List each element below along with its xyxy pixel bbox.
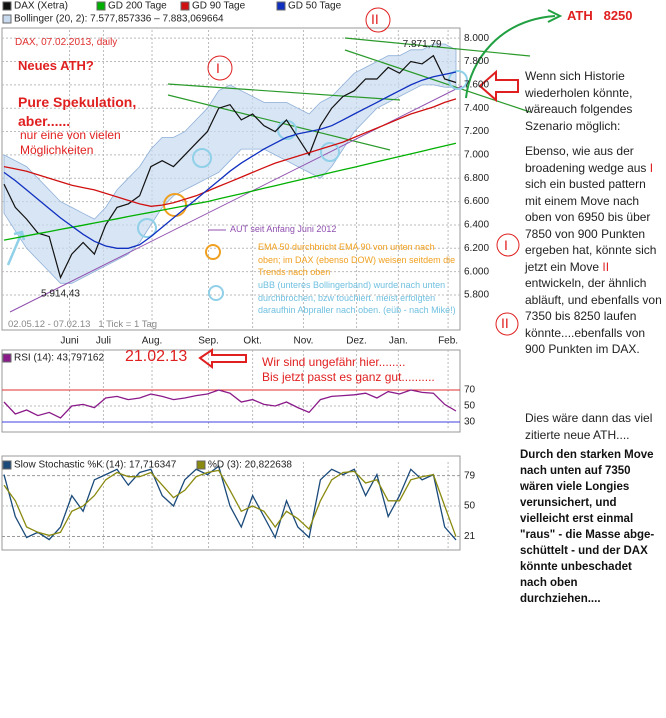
- series-line: [3, 389, 457, 419]
- wave-circle: [495, 312, 519, 336]
- circle-marker: [137, 218, 157, 238]
- trend-line: [167, 83, 401, 101]
- extreme-label: 5.914,43: [41, 288, 80, 299]
- note: Wir sind ungefähr hier........: [262, 355, 406, 369]
- legend-label: Slow Stochastic %K (14): 17,716347: [14, 460, 177, 471]
- scenario-arrow: [465, 15, 556, 99]
- x-tick-label: Jan.: [389, 336, 408, 347]
- note: AUT seit Anfang Juni 2012: [230, 224, 337, 234]
- trend-line: [344, 49, 531, 113]
- legend-label: DAX (Xetra): [14, 1, 68, 12]
- note: 21.02.13: [125, 348, 188, 365]
- wave-circle: [365, 7, 391, 33]
- note: ATH 8250: [567, 8, 633, 23]
- y-tick-label: 7.200: [464, 126, 489, 137]
- text: sich ein busted pattern mit einem Move n…: [525, 177, 657, 274]
- footer: 02.05.12 - 07.02.13 1 Tick = 1 Tag: [8, 319, 158, 330]
- y-tick-label: 6.400: [464, 220, 489, 231]
- circle-marker: [320, 142, 340, 162]
- circle-marker: [192, 148, 212, 168]
- trend-line: [344, 37, 531, 57]
- legend-label: GD 90 Tage: [192, 1, 246, 12]
- y-tick-label: 79: [464, 470, 476, 481]
- note: Pure Spekulation, aber......: [18, 94, 137, 129]
- series-line: [3, 71, 457, 249]
- wave-circle: [496, 233, 520, 257]
- y-tick-label: 7.400: [464, 103, 489, 114]
- text: II: [602, 259, 610, 274]
- y-tick-label: 50: [464, 501, 476, 512]
- x-tick-label: Juli: [96, 336, 111, 347]
- series-line: [3, 142, 457, 241]
- note: uBB (unteres Bollingerband) wurde nach u…: [258, 280, 456, 315]
- x-tick-label: Juni: [60, 336, 78, 347]
- pointer-arrow: [198, 348, 247, 369]
- x-tick-label: Nov.: [294, 336, 314, 347]
- y-tick-label: 8.000: [464, 33, 489, 44]
- y-tick-label: 6.000: [464, 266, 489, 277]
- note: Bis jetzt passt es ganz gut..........: [262, 370, 435, 384]
- series-line: [3, 54, 457, 280]
- x-tick-label: Dez.: [346, 336, 367, 347]
- legend-label: GD 50 Tage: [288, 1, 342, 12]
- text: entwickeln, der ähnlich abläuft, und ebe…: [525, 276, 662, 356]
- series-line: [3, 98, 457, 207]
- text: Ebenso, wie aus der broadening wedge aus: [525, 144, 650, 175]
- note: Neues ATH?: [18, 58, 94, 73]
- wave-label: I: [504, 237, 508, 253]
- y-tick-label: 70: [464, 385, 476, 396]
- wave-circle: [207, 55, 233, 81]
- wave-label: II: [501, 315, 509, 331]
- note: EMA 50 durchbricht EMA 90 von unten nach…: [258, 242, 456, 277]
- y-tick-label: 6.800: [464, 173, 489, 184]
- extreme-label: 7.871,79: [403, 39, 442, 50]
- y-tick-label: 21: [464, 531, 476, 542]
- legend-label: GD 200 Tage: [108, 1, 167, 12]
- stochastic-panel: [1, 455, 461, 551]
- side-text: Ebenso, wie aus der broadening wedge aus…: [525, 143, 663, 358]
- x-tick-label: Okt.: [243, 336, 261, 347]
- x-tick-label: Feb.: [438, 336, 458, 347]
- x-tick-label: Aug.: [142, 336, 163, 347]
- legend-label: Bollinger (20, 2): 7.577,857336 – 7.883,…: [14, 14, 224, 25]
- y-tick-label: 6.200: [464, 243, 489, 254]
- legend-label: RSI (14): 43,797162: [14, 353, 104, 364]
- wave-label: I: [216, 60, 220, 76]
- legend-swatch: [96, 1, 106, 11]
- side-text: Durch den starken Move nach unten auf 73…: [520, 449, 655, 605]
- y-tick-label: 30: [464, 417, 476, 428]
- series-line: [3, 469, 457, 537]
- pointer-arrow: [478, 69, 519, 103]
- y-tick-label: 5.800: [464, 290, 489, 301]
- y-tick-label: 7.600: [464, 80, 489, 91]
- side-text: Wenn sich Historie wiederholen könnte, w…: [525, 69, 633, 133]
- y-tick-label: 7.000: [464, 150, 489, 161]
- series-line: [3, 465, 457, 541]
- x-tick-label: Sep.: [198, 336, 219, 347]
- legend-swatch: [276, 1, 286, 11]
- chart-subtitle: DAX, 07.02.2013, daily: [15, 37, 118, 48]
- side-text: Dies wäre dann das viel zitierte neue AT…: [525, 411, 653, 442]
- circle-marker: [205, 244, 221, 260]
- text: I: [649, 160, 654, 175]
- rsi-panel: [1, 349, 461, 433]
- y-tick-label: 6.600: [464, 196, 489, 207]
- legend-swatch: [180, 1, 190, 11]
- y-tick-label: 50: [464, 401, 476, 412]
- legend-swatch: [2, 460, 12, 470]
- note: nur eine von vielen Möglichkeiten: [20, 128, 121, 157]
- scenario-arrow-head: [547, 9, 563, 23]
- legend-swatch: [2, 14, 12, 24]
- legend-swatch: [2, 353, 12, 363]
- legend-swatch: [196, 460, 206, 470]
- legend-swatch: [2, 1, 12, 11]
- y-tick-label: 7.800: [464, 56, 489, 67]
- circle-marker: [208, 285, 224, 301]
- legend-label: %D (3): 20,822638: [208, 460, 292, 471]
- wave-label: II: [371, 11, 379, 27]
